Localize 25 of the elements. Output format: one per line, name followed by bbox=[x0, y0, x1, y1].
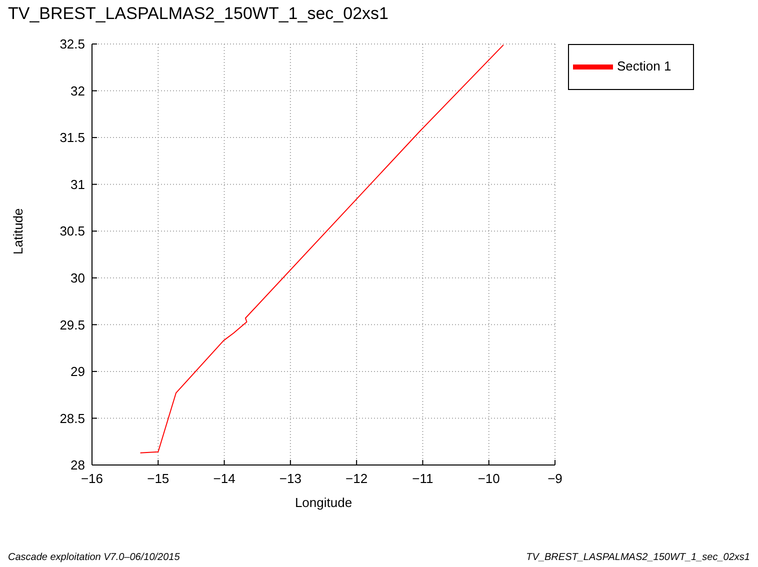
y-tick-label: 28 bbox=[70, 458, 85, 473]
y-axis-title: Latitude bbox=[10, 208, 26, 254]
x-tick-label: −11 bbox=[412, 471, 434, 486]
y-tick-label: 32.5 bbox=[60, 36, 85, 52]
legend-label: Section 1 bbox=[617, 58, 672, 74]
x-tick-label: −9 bbox=[548, 471, 562, 486]
text: Cascade exploitation V7.0–06/10/2015 bbox=[8, 552, 180, 563]
y-tick-label: 29 bbox=[70, 364, 85, 380]
y-tick-label: 28.5 bbox=[60, 410, 85, 426]
x-tick-label: −13 bbox=[279, 471, 302, 486]
x-tick-label: −10 bbox=[478, 471, 500, 486]
x-tick-label: −15 bbox=[147, 471, 170, 486]
y-tick-label: 30.5 bbox=[60, 224, 85, 239]
x-tick-label: −16 bbox=[80, 471, 104, 486]
y-tick-label: 32 bbox=[70, 83, 85, 98]
y-tick-label: 31 bbox=[70, 176, 85, 192]
y-tick-label: 31.5 bbox=[60, 130, 85, 146]
y-tick-label: 29.5 bbox=[60, 317, 85, 332]
x-tick-label: −12 bbox=[346, 471, 368, 486]
x-tick-label: −14 bbox=[213, 471, 236, 486]
chart-title: TV_BREST_LASPALMAS2_150WT_1_sec_02xs1 bbox=[8, 4, 388, 24]
text: TV_BREST_LASPALMAS2_150WT_1_sec_02xs1 bbox=[526, 552, 750, 563]
x-axis-title: Longitude bbox=[294, 495, 352, 510]
y-tick-label: 30 bbox=[70, 270, 85, 286]
line-series bbox=[140, 44, 504, 454]
